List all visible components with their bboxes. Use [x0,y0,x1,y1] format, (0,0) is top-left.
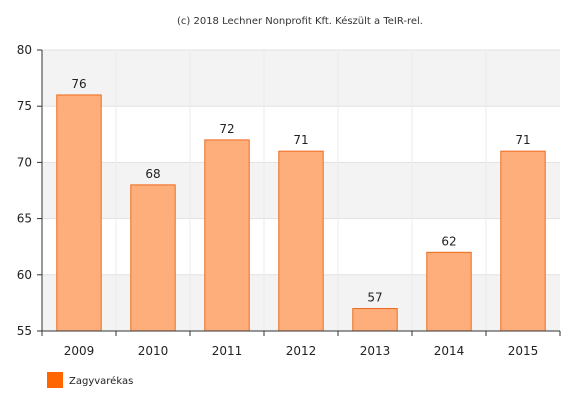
x-tick-label: 2012 [286,344,317,358]
x-tick-label: 2011 [212,344,243,358]
bar [204,139,250,332]
x-tick-label: 2015 [508,344,539,358]
y-tick-label: 55 [17,324,32,338]
x-tick-label: 2013 [360,344,391,358]
data-label: 76 [71,77,86,91]
chart-title: (c) 2018 Lechner Nonprofit Kft. Készült … [177,15,423,27]
data-label: 57 [367,291,382,305]
data-label: 62 [441,234,456,248]
bar [500,150,546,332]
bar [352,308,398,332]
x-tick-label: 2010 [138,344,169,358]
x-tick-label: 2014 [434,344,465,358]
y-tick-labels: 55 60 65 70 75 80 [17,43,42,338]
x-tick-labels: 2009 2010 2011 2012 2013 2014 2015 [64,344,539,358]
y-tick-label: 70 [17,155,32,169]
data-label: 71 [293,133,308,147]
y-tick-label: 75 [17,99,32,113]
y-tick-label: 60 [17,268,32,282]
x-tick-label: 2009 [64,344,95,358]
bar [56,94,102,332]
data-label: 72 [219,122,234,136]
bar [278,150,324,332]
plot-band [42,50,560,107]
data-label: 71 [515,133,530,147]
legend-swatch [47,372,63,388]
legend-label: Zagyvarékas [69,375,133,387]
data-label: 68 [145,167,160,181]
data-labels: 76 68 72 71 57 62 71 [71,77,530,305]
axes [41,50,561,336]
bar [130,184,176,332]
bars [56,94,546,332]
y-tick-label: 65 [17,212,32,226]
bar [426,251,472,332]
y-tick-label: 80 [17,43,32,57]
legend[interactable]: Zagyvarékas [47,372,133,388]
